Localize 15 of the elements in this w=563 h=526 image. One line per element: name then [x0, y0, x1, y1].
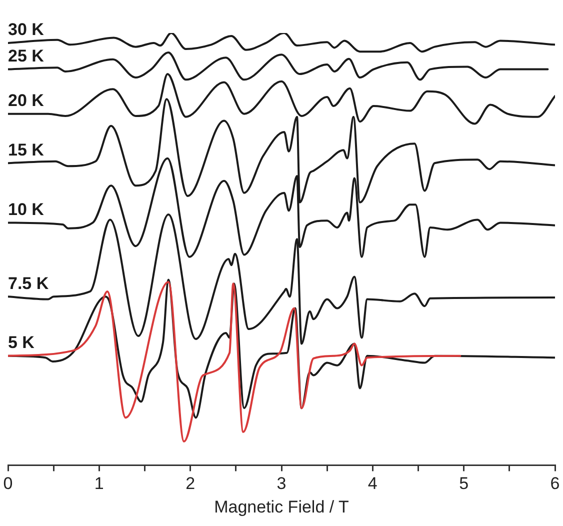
- series-label: 5 K: [8, 333, 36, 352]
- x-axis-title: Magnetic Field / T: [214, 497, 349, 516]
- series-label: 30 K: [8, 20, 45, 40]
- series-label: 20 K: [8, 91, 45, 110]
- series-label: 7.5 K: [8, 274, 50, 293]
- x-tick-label: 3: [276, 474, 286, 494]
- x-tick-label: 2: [186, 474, 196, 494]
- series-label: 10 K: [8, 200, 45, 219]
- series-label: 25 K: [8, 46, 45, 66]
- x-tick-label: 0: [3, 474, 13, 494]
- x-tick-label: 1: [94, 474, 104, 494]
- x-tick-label: 6: [550, 474, 560, 494]
- series-label: 15 K: [8, 140, 45, 160]
- x-tick-label: 4: [368, 474, 378, 494]
- x-tick-label: 5: [459, 474, 469, 494]
